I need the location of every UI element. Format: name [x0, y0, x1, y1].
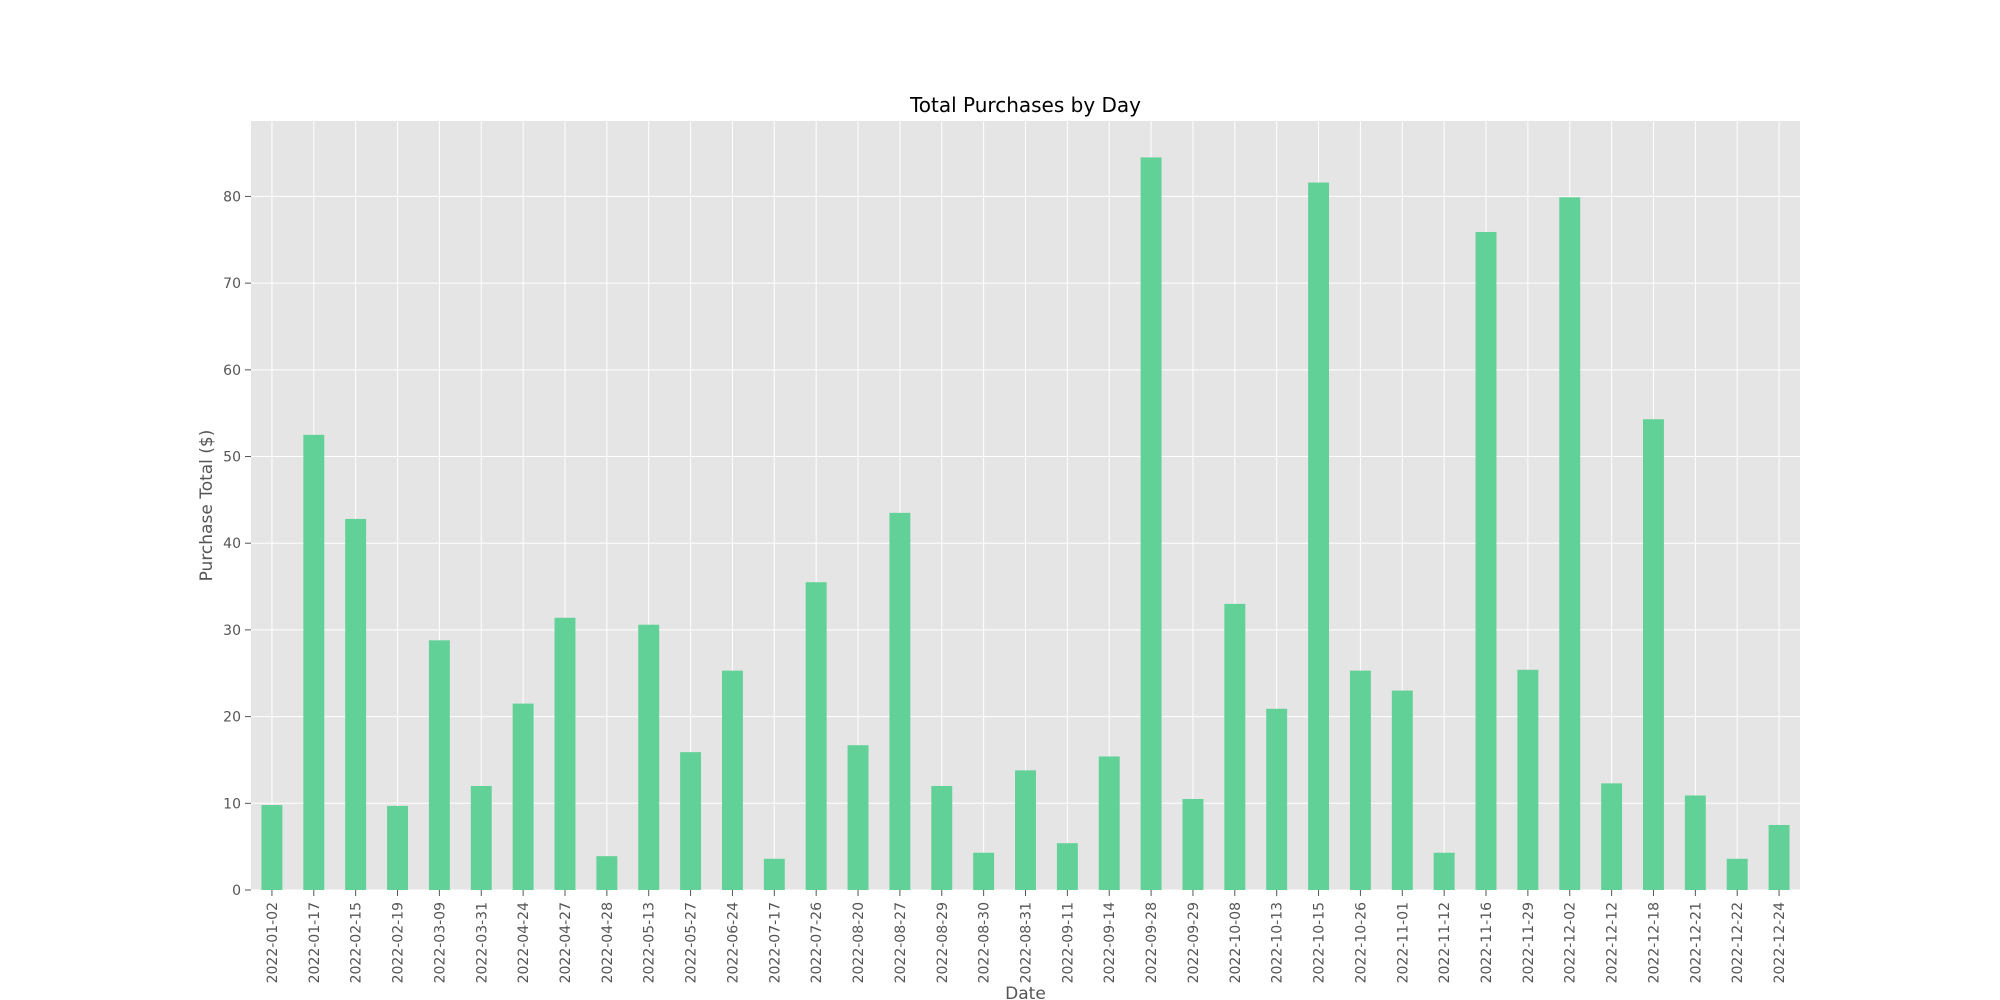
- bar: [1475, 231, 1497, 891]
- x-tick-label: 2022-11-12: [1437, 902, 1453, 983]
- bars: [261, 157, 1790, 891]
- x-tick-label: 2022-08-31: [1019, 902, 1035, 983]
- x-tick-label: 2022-12-24: [1772, 902, 1788, 983]
- bar: [428, 640, 450, 890]
- axes: 0 10 20 30 40 50 60 70 80 2022-01-02 2022-01-17 202…: [223, 189, 1788, 983]
- x-tick-label: 2022-12-12: [1605, 902, 1621, 983]
- x-tick-label: 2022-09-29: [1186, 902, 1202, 983]
- bar: [1726, 858, 1748, 890]
- x-tick-label: 2022-04-28: [600, 902, 616, 983]
- bar: [847, 745, 869, 890]
- bar: [1517, 669, 1539, 890]
- bar: [1349, 670, 1371, 890]
- bar: [680, 752, 702, 890]
- x-tick-label: 2022-09-14: [1102, 902, 1118, 983]
- bar: [763, 858, 785, 890]
- x-tick-label: 2022-11-16: [1479, 902, 1495, 983]
- x-tick-label: 2022-11-29: [1521, 902, 1537, 983]
- y-tick-label: 0: [232, 883, 241, 899]
- bar: [1098, 756, 1120, 890]
- bar: [1433, 852, 1455, 890]
- bar: [303, 434, 325, 890]
- bar: [1684, 795, 1706, 890]
- x-tick-label: 2022-03-31: [474, 902, 490, 983]
- x-tick-label: 2022-12-21: [1688, 902, 1704, 983]
- bar: [1056, 843, 1078, 890]
- y-tick-label: 60: [223, 363, 241, 379]
- bar: [721, 670, 743, 890]
- bar: [345, 518, 367, 890]
- chart-title: Total Purchases by Day: [909, 93, 1141, 117]
- y-tick-label: 40: [223, 536, 241, 552]
- x-tick-label: 2022-07-17: [767, 902, 783, 983]
- x-tick-label: 2022-01-02: [265, 902, 281, 983]
- bar: [470, 785, 492, 890]
- bar: [1391, 690, 1413, 890]
- y-tick-label: 70: [223, 276, 241, 292]
- x-tick-label: 2022-11-01: [1395, 902, 1411, 983]
- x-tick-label: 2022-10-26: [1353, 902, 1369, 983]
- x-tick-label: 2022-12-02: [1563, 902, 1579, 983]
- x-tick-label: 2022-09-11: [1060, 902, 1076, 983]
- x-tick-label: 2022-10-13: [1270, 902, 1286, 983]
- bar: [1643, 419, 1664, 890]
- x-tick-label: 2022-07-26: [809, 902, 825, 983]
- x-tick-label: 2022-04-27: [558, 902, 574, 983]
- bar: [596, 856, 618, 890]
- bar: [1140, 157, 1162, 891]
- y-tick-label: 30: [223, 623, 241, 639]
- bar: [1768, 824, 1790, 890]
- y-tick-label: 50: [223, 450, 241, 466]
- y-tick-label: 20: [223, 710, 241, 726]
- y-axis-label: Purchase Total ($): [197, 430, 217, 582]
- x-tick-label: 2022-12-22: [1730, 902, 1746, 983]
- bar: [1308, 182, 1330, 890]
- x-tick-label: 2022-05-27: [684, 902, 700, 983]
- x-tick-label: 2022-08-29: [935, 902, 951, 983]
- x-tick-label: 2022-06-24: [725, 902, 741, 983]
- x-tick-label: 2022-02-15: [349, 902, 365, 983]
- y-tick-label: 10: [223, 796, 241, 812]
- x-tick-label: 2022-03-09: [432, 902, 448, 983]
- bar: [1601, 783, 1623, 890]
- bar: [1266, 708, 1288, 890]
- bar: [638, 624, 660, 890]
- y-tick-label: 80: [223, 189, 241, 205]
- bar: [512, 703, 534, 890]
- bar: [889, 512, 911, 890]
- x-tick-label: 2022-10-15: [1312, 902, 1328, 983]
- bar: [1015, 770, 1036, 890]
- bar: [554, 617, 576, 890]
- x-tick-label: 2022-12-18: [1646, 902, 1662, 983]
- bar: [1182, 798, 1204, 890]
- x-tick-label: 2022-01-17: [307, 902, 323, 983]
- x-tick-label: 2022-08-20: [851, 902, 867, 983]
- x-tick-label: 2022-04-24: [516, 902, 532, 983]
- bar: [805, 582, 827, 890]
- x-tick-label: 2022-08-27: [893, 902, 909, 983]
- bar: [387, 805, 408, 890]
- x-tick-label: 2022-02-19: [391, 902, 407, 983]
- x-tick-label: 2022-05-13: [642, 902, 658, 983]
- bar: [973, 852, 995, 890]
- bar: [261, 805, 283, 890]
- x-tick-label: 2022-10-08: [1228, 902, 1244, 983]
- x-tick-label: 2022-09-28: [1144, 902, 1160, 983]
- bar: [931, 785, 953, 890]
- bar: [1224, 603, 1246, 890]
- x-axis-label: Date: [1005, 984, 1046, 1000]
- x-tick-label: 2022-08-30: [977, 902, 993, 983]
- bar: [1559, 197, 1581, 891]
